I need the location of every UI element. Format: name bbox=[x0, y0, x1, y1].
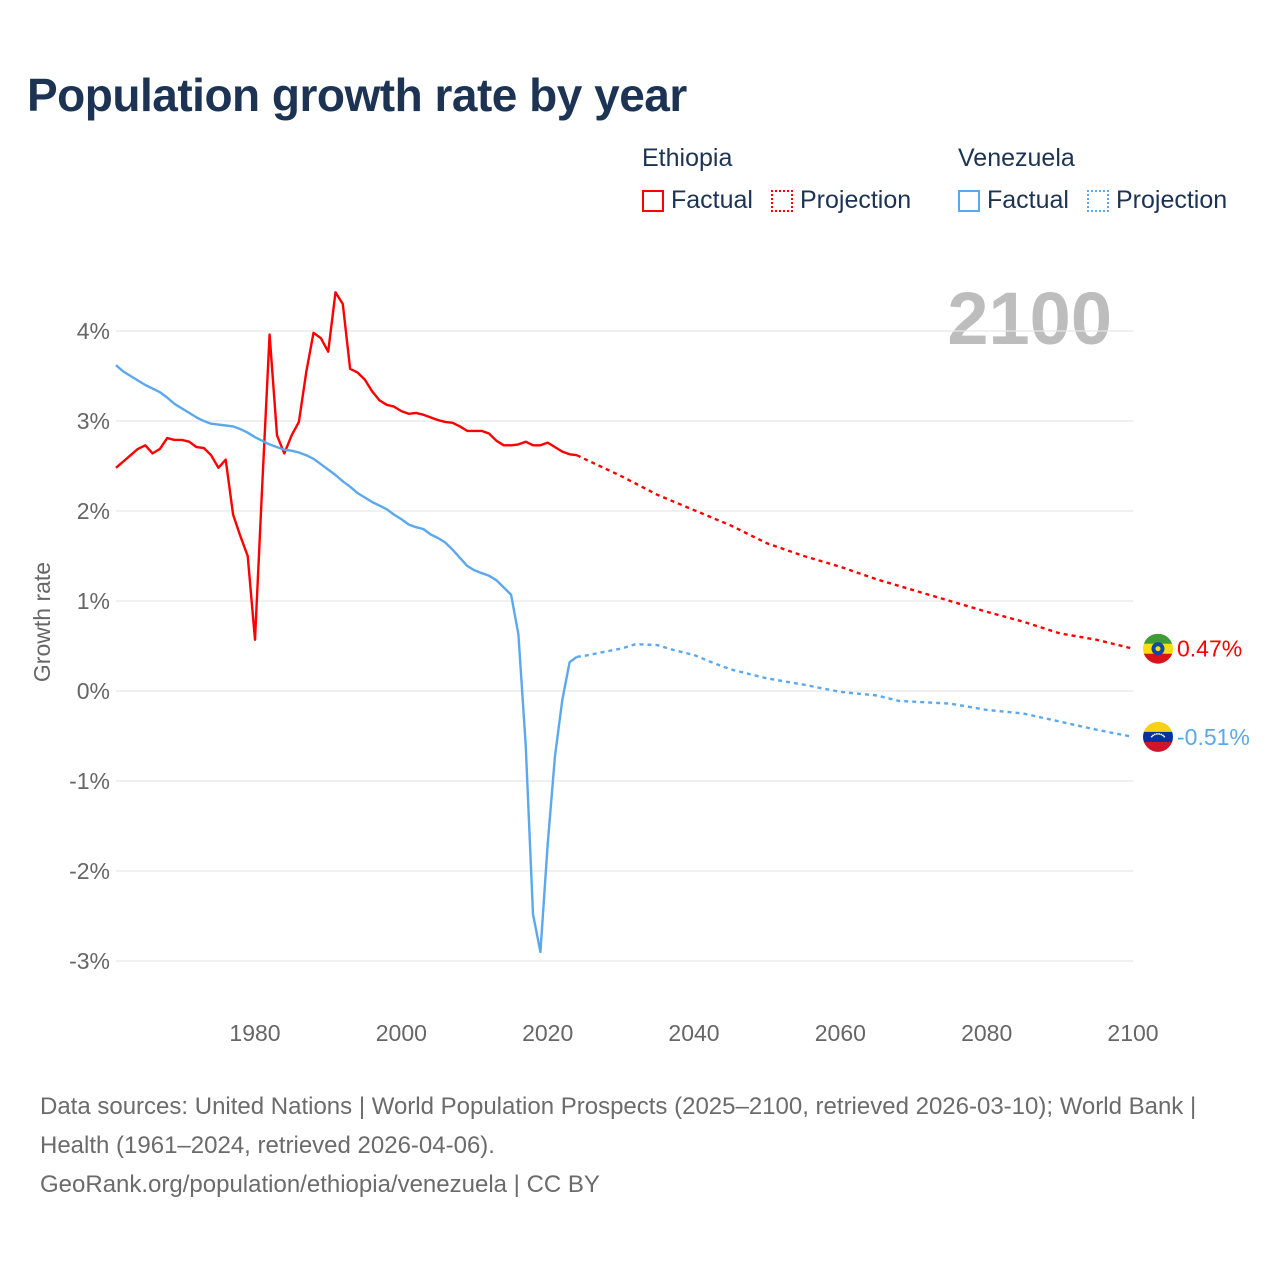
y-tick-label: 0% bbox=[77, 678, 110, 704]
legend-ethiopia-factual[interactable]: Factual bbox=[642, 186, 753, 215]
flag-star bbox=[1152, 734, 1154, 737]
x-tick-label: 2040 bbox=[668, 1020, 719, 1046]
legend-ethiopia-projection[interactable]: Projection bbox=[770, 186, 912, 215]
legend-country-name: Venezuela bbox=[958, 144, 1075, 172]
ethiopia-flag-icon bbox=[1143, 633, 1173, 664]
ethiopia-projection-line bbox=[576, 454, 1134, 650]
legend-venezuela: Venezuela Factual Projection bbox=[958, 144, 1245, 215]
flag-star bbox=[1162, 734, 1164, 737]
ethiopia-factual-line bbox=[115, 291, 578, 641]
flag-star bbox=[1163, 735, 1166, 738]
flag-star bbox=[1150, 735, 1153, 738]
y-tick-label: -2% bbox=[69, 858, 110, 884]
flag-star bbox=[1156, 733, 1158, 735]
y-tick-label: -3% bbox=[69, 948, 110, 974]
flag-stripe bbox=[1143, 633, 1173, 645]
legend-label: Projection bbox=[1115, 186, 1228, 214]
y-tick-label: 2% bbox=[77, 498, 110, 524]
chart-title: Population growth rate by year bbox=[27, 69, 687, 121]
legend-swatch-solid bbox=[642, 189, 664, 212]
x-tick-label: 2100 bbox=[1107, 1020, 1158, 1046]
venezuela-flag-icon bbox=[1143, 721, 1173, 752]
legend-label: Projection bbox=[799, 186, 912, 214]
flag-star bbox=[1158, 733, 1160, 735]
legend-venezuela-projection[interactable]: Projection bbox=[1086, 186, 1228, 215]
legend-ethiopia: Ethiopia Factual Projection bbox=[642, 144, 929, 215]
y-tick-label: 1% bbox=[77, 588, 110, 614]
x-tick-label: 2020 bbox=[522, 1020, 573, 1046]
flag-stripe bbox=[1143, 741, 1173, 752]
legend-venezuela-factual[interactable]: Factual bbox=[958, 186, 1069, 215]
flag-stripe bbox=[1143, 731, 1173, 743]
venezuela-end-value-label: -0.51% bbox=[1177, 724, 1250, 750]
x-tick-label: 2080 bbox=[961, 1020, 1012, 1046]
x-tick-label: 2000 bbox=[376, 1020, 427, 1046]
venezuela-factual-line bbox=[115, 364, 578, 954]
legend-country-name: Ethiopia bbox=[642, 144, 733, 172]
y-axis-label: Growth rate bbox=[29, 562, 55, 682]
flag-stripe bbox=[1143, 721, 1173, 733]
flag-star bbox=[1160, 733, 1163, 736]
flag-star bbox=[1153, 733, 1156, 736]
y-tick-label: 4% bbox=[77, 318, 110, 344]
y-tick-label: -1% bbox=[69, 768, 110, 794]
flag-stripe bbox=[1143, 653, 1173, 664]
y-tick-label: 3% bbox=[77, 408, 110, 434]
flag-star bbox=[1155, 646, 1161, 652]
legend-label: Factual bbox=[987, 186, 1069, 214]
credit-link[interactable]: GeoRank.org/population/ethiopia/venezuel… bbox=[40, 1171, 600, 1198]
legend-swatch-dotted bbox=[770, 189, 793, 212]
ethiopia-end-value-label: 0.47% bbox=[1177, 636, 1242, 662]
legend-swatch-dotted bbox=[1086, 189, 1109, 212]
year-display: 2100 bbox=[947, 277, 1112, 360]
legend-label: Factual bbox=[671, 186, 753, 214]
footer: Data sources: United Nations | World Pop… bbox=[40, 1087, 1240, 1204]
x-tick-label: 1980 bbox=[229, 1020, 280, 1046]
data-sources: Data sources: United Nations | World Pop… bbox=[40, 1093, 1197, 1159]
legend-swatch-solid bbox=[958, 189, 980, 212]
x-tick-label: 2060 bbox=[815, 1020, 866, 1046]
chart-plot: 4% 3% 2% 1% 0% -1% -2% -3% 1980 2000 2020 2040 2060 2… bbox=[29, 291, 1250, 1046]
